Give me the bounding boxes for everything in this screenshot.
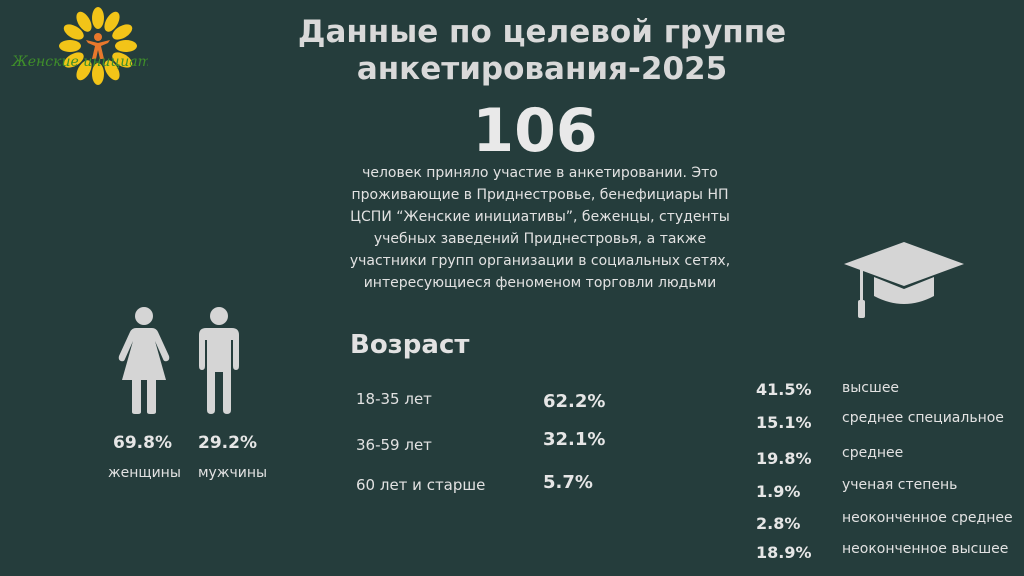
- women-percent: 69.8%: [113, 433, 172, 453]
- education-label-secondary-special: среднее специальное: [842, 410, 1004, 426]
- age-section-title: Возраст: [350, 330, 470, 360]
- woman-icon: [118, 307, 170, 414]
- age-label-36-59: 36-59 лет: [356, 436, 432, 454]
- education-percent-higher: 41.5%: [756, 380, 812, 399]
- age-percent-18-35: 62.2%: [543, 391, 606, 412]
- man-icon: [199, 307, 239, 414]
- men-label: мужчины: [198, 465, 268, 481]
- participants-description: человек приняло участие в анкетировании.…: [349, 165, 731, 291]
- age-percent-36-59: 32.1%: [543, 429, 606, 450]
- education-percent-incomplete-secondary: 2.8%: [756, 514, 801, 533]
- education-percent-degree: 1.9%: [756, 482, 801, 501]
- age-label-18-35: 18-35 лет: [356, 390, 432, 408]
- education-label-secondary: среднее: [842, 445, 904, 461]
- age-percent-60-plus: 5.7%: [543, 472, 593, 493]
- organization-logo: Женские инициативы: [8, 6, 179, 90]
- education-label-degree: ученая степень: [842, 477, 958, 493]
- education-label-incomplete-secondary: неоконченное среднее: [842, 510, 1013, 526]
- education-percent-incomplete-higher: 18.9%: [756, 543, 812, 562]
- men-percent: 29.2%: [198, 433, 257, 453]
- participants-count: 106: [472, 96, 598, 166]
- page-title-line-1: Данные по целевой группе: [297, 14, 787, 50]
- education-percent-secondary: 19.8%: [756, 449, 812, 468]
- graduation-cap-icon: [844, 242, 964, 318]
- education-label-higher: высшее: [842, 380, 900, 396]
- page-title: Данные по целевой группе анкетирования-2…: [200, 14, 884, 88]
- sunflower-logo-icon: Женские инициативы: [11, 7, 179, 85]
- education-label-incomplete-higher: неоконченное высшее: [842, 541, 1009, 557]
- age-label-60-plus: 60 лет и старше: [356, 476, 486, 494]
- page-title-line-2: анкетирования-2025: [356, 51, 728, 87]
- logo-text: Женские инициативы: [11, 54, 148, 70]
- women-label: женщины: [108, 465, 181, 481]
- education-percent-secondary-special: 15.1%: [756, 413, 812, 432]
